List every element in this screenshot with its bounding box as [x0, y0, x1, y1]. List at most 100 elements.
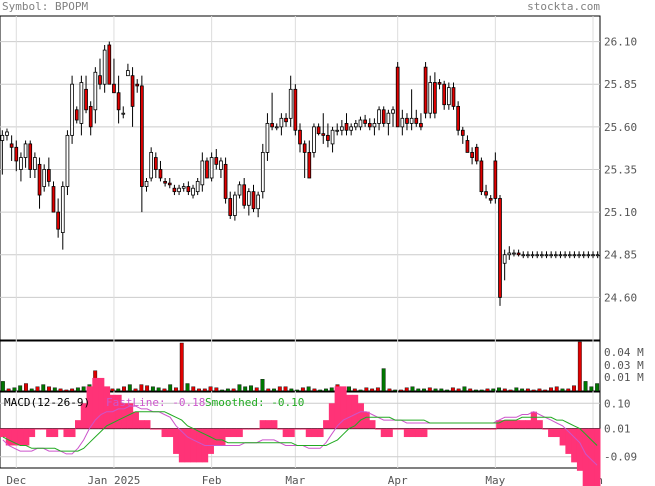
volume-bar: [24, 383, 28, 392]
volume-bar: [514, 387, 519, 392]
volume-bar: [358, 389, 363, 392]
volume-bar: [283, 386, 288, 392]
macd-histogram-bar: [582, 428, 589, 486]
candle-body: [409, 117, 414, 124]
macd-histogram-bar: [467, 428, 474, 430]
volume-bar: [220, 389, 225, 392]
macd-histogram-bar: [409, 428, 416, 438]
candle-body: [330, 129, 335, 145]
candle-body: [107, 44, 112, 85]
macd-histogram-bar: [219, 428, 226, 446]
candle-body: [28, 143, 33, 170]
candle-body: [577, 254, 581, 257]
volume-bar: [295, 389, 300, 392]
macd-histogram-bar: [519, 420, 526, 429]
candle-body: [451, 87, 456, 107]
macd-histogram-bar: [265, 420, 272, 429]
candle-body: [335, 129, 340, 132]
macd-histogram-bar: [236, 428, 243, 438]
volume-tick-label: 0.01 M: [604, 371, 644, 384]
candle-body: [312, 126, 316, 153]
volume-bar: [64, 389, 69, 392]
macd-histogram-bar: [421, 428, 428, 438]
candle-body: [274, 126, 279, 129]
volume-bar: [168, 384, 173, 392]
candle-body: [172, 187, 177, 193]
candle-body: [474, 146, 479, 162]
candle-body: [112, 83, 116, 94]
candle-body: [79, 82, 84, 124]
candle-body: [163, 181, 167, 184]
price-tick-label: 24.85: [604, 249, 637, 262]
candle-body: [298, 129, 302, 145]
macd-histogram-bar: [323, 420, 330, 429]
candle-body: [367, 123, 372, 128]
volume-tick-label: 0.03 M: [604, 359, 644, 372]
volume-bar: [174, 387, 178, 392]
volume-bar: [381, 368, 386, 392]
macd-histogram-bar: [438, 428, 445, 430]
macd-histogram-bar: [351, 394, 359, 429]
candle-body: [9, 143, 14, 148]
macd-histogram-bar: [294, 428, 301, 430]
volume-bar: [47, 386, 51, 392]
volume-bar: [70, 388, 75, 392]
macd-histogram-bar: [190, 428, 197, 463]
macd-histogram-bar: [282, 428, 289, 438]
candle-body: [158, 169, 163, 179]
candle-body: [395, 66, 400, 128]
volume-bar: [468, 388, 473, 392]
volume-bar: [531, 389, 536, 392]
candle-body: [223, 163, 228, 199]
volume-bar: [266, 388, 271, 392]
macd-histogram-bar: [57, 428, 64, 430]
macd-histogram-bar: [126, 403, 134, 429]
candle-body: [153, 157, 158, 170]
candle-body: [209, 157, 214, 179]
price-panel: [0, 15, 601, 341]
volume-bar: [422, 388, 426, 392]
macd-histogram-bar: [253, 428, 261, 430]
candle-body: [70, 83, 74, 136]
brand-label[interactable]: stockta.com: [527, 0, 600, 13]
candle-body: [488, 198, 493, 201]
candle-body: [19, 157, 23, 170]
macd-histogram-bar: [363, 411, 370, 429]
candle-body: [540, 254, 544, 257]
macd-histogram-bar: [69, 428, 76, 438]
volume-bar: [387, 388, 392, 392]
macd-histogram-bar: [161, 428, 168, 438]
macd-smoothed-line: [2, 411, 598, 452]
candle-body: [353, 123, 358, 128]
candle-body: [205, 160, 209, 179]
volume-bar: [110, 388, 115, 392]
macd-histogram-bar: [415, 428, 422, 438]
candle-body: [405, 117, 409, 124]
candle-body: [544, 254, 549, 257]
volume-bar: [127, 384, 132, 392]
candle-body: [251, 191, 256, 210]
candle-body: [530, 254, 535, 257]
macd-histogram-bar: [155, 428, 163, 430]
macd-histogram-bar: [242, 428, 249, 430]
candle-body: [46, 169, 51, 182]
macd-histogram-bar: [369, 420, 376, 429]
macd-histogram-bar: [225, 428, 232, 438]
volume-bar: [231, 388, 236, 392]
volume-bar: [364, 387, 369, 392]
candle-body: [270, 123, 274, 128]
macd-histogram-bar: [144, 420, 151, 429]
volume-bar: [6, 388, 11, 392]
candle-body: [302, 143, 307, 153]
macd-histogram-bar: [450, 428, 457, 430]
macd-histogram-bar: [17, 428, 24, 446]
macd-histogram-bar: [167, 428, 174, 438]
candle-body: [256, 194, 260, 210]
macd-histogram-bar: [565, 428, 572, 454]
candle-body: [558, 254, 563, 257]
candle-body: [181, 186, 186, 189]
volume-bar: [202, 388, 207, 392]
macd-histogram-bar: [196, 428, 203, 463]
candle-body: [74, 109, 79, 121]
candle-body: [56, 211, 60, 230]
